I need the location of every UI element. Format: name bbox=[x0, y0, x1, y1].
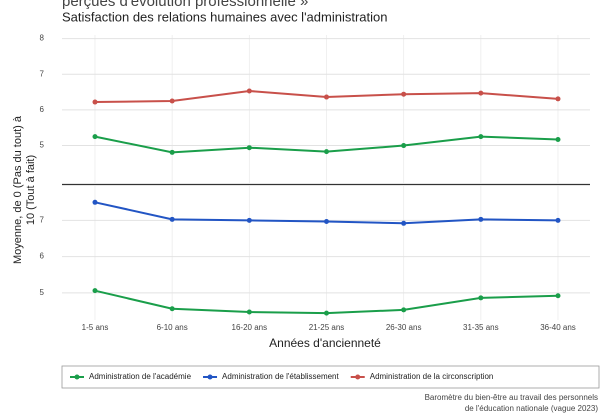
legend-dot bbox=[355, 374, 361, 380]
y-tick-label: 7 bbox=[40, 69, 45, 78]
point bbox=[169, 98, 175, 104]
y-tick-label: 6 bbox=[40, 252, 45, 261]
point bbox=[401, 91, 407, 97]
point bbox=[324, 149, 329, 155]
point bbox=[246, 145, 252, 151]
point bbox=[555, 293, 561, 299]
point bbox=[478, 216, 484, 222]
point bbox=[92, 288, 98, 294]
point bbox=[246, 309, 252, 315]
point bbox=[169, 149, 175, 155]
y-tick-label: 6 bbox=[40, 105, 45, 114]
point bbox=[246, 217, 252, 223]
point bbox=[92, 99, 98, 105]
x-tick-label: 6-10 ans bbox=[157, 323, 188, 332]
point bbox=[246, 88, 252, 94]
point bbox=[92, 199, 98, 205]
legend-label: Administration de l'académie bbox=[89, 372, 192, 381]
x-axis-label: Années d'ancienneté bbox=[269, 336, 381, 350]
caption: Baromètre du bien-être au travail des pe… bbox=[425, 393, 598, 402]
point bbox=[324, 94, 329, 100]
point bbox=[324, 310, 329, 316]
y-tick-label: 5 bbox=[40, 141, 45, 150]
x-tick-label: 21-25 ans bbox=[309, 323, 345, 332]
chart-title: Satisfaction des relations humaines avec… bbox=[62, 9, 387, 24]
cut-subtitle: perçues d'évolution professionnelle » bbox=[62, 0, 308, 10]
point bbox=[478, 295, 484, 301]
legend-dot bbox=[74, 374, 80, 380]
point bbox=[401, 220, 407, 226]
point bbox=[401, 307, 407, 313]
y-tick-label: 8 bbox=[40, 34, 45, 43]
caption: de l'éducation nationale (vague 2023) bbox=[465, 404, 599, 413]
point bbox=[555, 96, 561, 102]
point bbox=[401, 143, 407, 149]
x-tick-label: 16-20 ans bbox=[232, 323, 268, 332]
legend-box bbox=[61, 365, 600, 389]
point bbox=[478, 134, 484, 140]
point bbox=[555, 217, 561, 223]
point bbox=[555, 136, 561, 142]
point bbox=[92, 134, 98, 140]
x-tick-label: 1-5 ans bbox=[82, 323, 109, 332]
legend-label: Administration de l'établissement bbox=[222, 372, 339, 381]
y-axis-label: Moyenne, de 0 (Pas du tout) à bbox=[12, 115, 24, 264]
legend-label: Administration de la circonscription bbox=[370, 372, 494, 381]
y-tick-label: 7 bbox=[40, 216, 45, 225]
y-tick-label: 5 bbox=[40, 288, 45, 297]
point bbox=[324, 218, 329, 224]
point bbox=[478, 90, 484, 96]
x-tick-label: 36-40 ans bbox=[540, 323, 576, 332]
point bbox=[169, 216, 175, 222]
legend-dot bbox=[207, 374, 213, 380]
x-tick-label: 26-30 ans bbox=[386, 323, 422, 332]
x-tick-label: 31-35 ans bbox=[463, 323, 499, 332]
y-axis-label: 10 (Tout à fait) bbox=[25, 155, 37, 225]
point bbox=[169, 306, 175, 312]
